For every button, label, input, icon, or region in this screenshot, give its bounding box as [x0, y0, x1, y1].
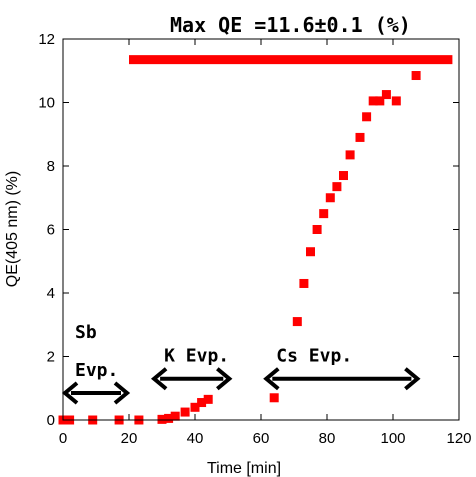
annotation-label: Cs Evp. — [276, 346, 352, 367]
y-axis-label: QE(405 nm) (%) — [4, 171, 21, 287]
x-tick-label: 0 — [59, 430, 67, 447]
plot-frame — [62, 38, 460, 421]
data-point — [375, 96, 385, 106]
annotation-label: Sb — [75, 322, 97, 343]
data-point — [319, 209, 329, 219]
data-point — [368, 96, 378, 106]
data-point — [292, 317, 302, 327]
x-tick-label: 80 — [319, 430, 336, 447]
y-tick-label: 0 — [47, 412, 55, 429]
data-point — [332, 182, 342, 192]
y-tick-label: 6 — [47, 222, 55, 239]
y-tick-label: 2 — [47, 349, 55, 366]
annotations: Sb Evp. K Evp. Cs Evp. — [61, 322, 421, 405]
annotation-label: Evp. — [75, 360, 118, 381]
arrow-head-right — [216, 367, 233, 391]
arrow-head-right — [404, 367, 421, 391]
data-point — [312, 225, 322, 234]
max-qe-line — [129, 55, 453, 65]
x-axis-label: Time [min] — [207, 460, 281, 477]
data-point — [345, 150, 355, 160]
data-point — [203, 394, 213, 404]
data-point — [362, 112, 372, 122]
arrow-head-left — [150, 367, 168, 391]
data-point — [325, 193, 335, 203]
arrow-head-right — [113, 381, 131, 405]
data-point — [306, 247, 315, 257]
evaporation-annotation: Cs Evp. — [263, 346, 421, 391]
y-tick-label: 8 — [47, 158, 55, 175]
data-point — [157, 414, 167, 424]
data-point — [190, 402, 200, 412]
y-tick-label: 10 — [38, 95, 55, 112]
data-point — [197, 398, 207, 408]
data-point — [164, 413, 174, 423]
data-point — [391, 96, 401, 106]
data-point — [180, 407, 190, 417]
y-axis: 0 2 4 6 8 10 12 — [38, 31, 459, 429]
arrow-head-left — [61, 381, 79, 405]
max-line-layer — [129, 55, 453, 65]
data-point — [381, 90, 391, 100]
annotation-label: K Evp. — [164, 346, 229, 367]
data-point — [299, 278, 309, 288]
arrow-head-left — [263, 367, 280, 391]
x-tick-label: 120 — [446, 430, 471, 447]
data-point — [339, 171, 348, 181]
y-tick-label: 4 — [47, 285, 55, 302]
evaporation-annotation: K Evp. — [150, 346, 233, 391]
x-tick-label: 40 — [187, 430, 204, 447]
data-point — [170, 411, 180, 421]
data-point — [355, 132, 365, 142]
x-tick-label: 100 — [380, 430, 405, 447]
x-tick-label: 20 — [121, 430, 138, 447]
data-point — [411, 71, 421, 81]
y-tick-label: 12 — [38, 31, 55, 48]
x-axis: 0 20 40 60 80 100 120 — [59, 39, 472, 447]
chart-title: Max QE =11.6±0.1 (%) — [170, 13, 411, 37]
data-point — [269, 393, 279, 403]
x-tick-label: 60 — [253, 430, 270, 447]
evaporation-annotation: Sb Evp. — [61, 322, 131, 405]
